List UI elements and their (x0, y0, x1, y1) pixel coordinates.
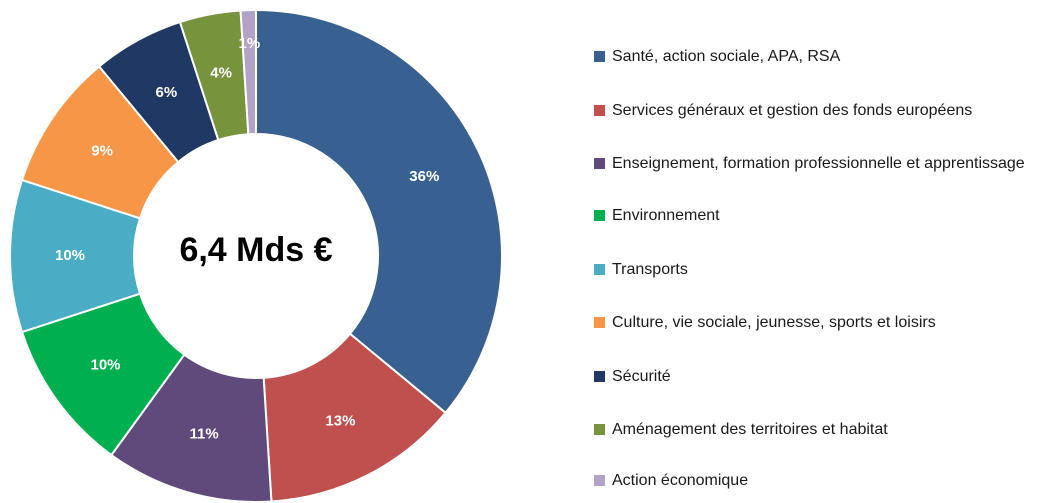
slice-labels: 36% 13% 11% 10% 10% 9% 6% 4% 1% (55, 35, 439, 443)
donut-chart: 36% 13% 11% 10% 10% 9% 6% 4% 1% 6,4 Mds € (9, 8, 503, 503)
legend-swatch (594, 158, 605, 169)
legend-label: Environnement (612, 207, 720, 224)
slice-label-6: 6% (156, 84, 178, 101)
legend-swatch (594, 210, 605, 221)
legend-label: Culture, vie sociale, jeunesse, sports e… (612, 314, 936, 331)
slice-label-5: 9% (91, 142, 113, 159)
donut-slices (9, 8, 503, 503)
legend-swatch (594, 424, 605, 435)
slice-label-3: 10% (91, 356, 121, 373)
legend-item: Services généraux et gestion des fonds e… (594, 100, 1032, 121)
legend-swatch (594, 317, 605, 328)
slice-label-7: 4% (210, 64, 232, 81)
legend-label: Sécurité (612, 368, 671, 385)
slice-1 (262, 332, 447, 503)
legend-swatch (594, 264, 605, 275)
legend-label: Enseignement, formation professionnelle … (612, 155, 1025, 172)
legend-item: Environnement (594, 205, 1032, 226)
legend-item: Enseignement, formation professionnelle … (594, 153, 1032, 174)
slice-label-4: 10% (55, 247, 85, 264)
legend-item: Transports (594, 259, 1032, 280)
slice-label-0: 36% (409, 168, 439, 185)
slice-label-2: 11% (190, 426, 219, 443)
legend-label: Aménagement des territoires et habitat (612, 421, 888, 438)
legend-item: Culture, vie sociale, jeunesse, sports e… (594, 312, 1032, 333)
center-total-label: 6,4 Mds € (179, 231, 332, 269)
slice-label-8: 1% (238, 35, 260, 52)
legend-item: Action économique (594, 470, 1032, 491)
slice-label-1: 13% (325, 413, 355, 430)
legend-label: Services généraux et gestion des fonds e… (612, 102, 973, 119)
legend-swatch (594, 105, 605, 116)
legend-item: Santé, action sociale, APA, RSA (594, 46, 1032, 67)
legend-label: Santé, action sociale, APA, RSA (612, 48, 841, 65)
legend-label: Transports (612, 261, 688, 278)
legend-swatch (594, 371, 605, 382)
legend-item: Sécurité (594, 366, 1032, 387)
legend-swatch (594, 475, 605, 486)
legend-label: Action économique (612, 472, 749, 489)
legend-item: Aménagement des territoires et habitat (594, 419, 1032, 440)
slice-0 (255, 8, 503, 415)
legend-swatch (594, 51, 605, 62)
slice-8 (239, 8, 257, 136)
